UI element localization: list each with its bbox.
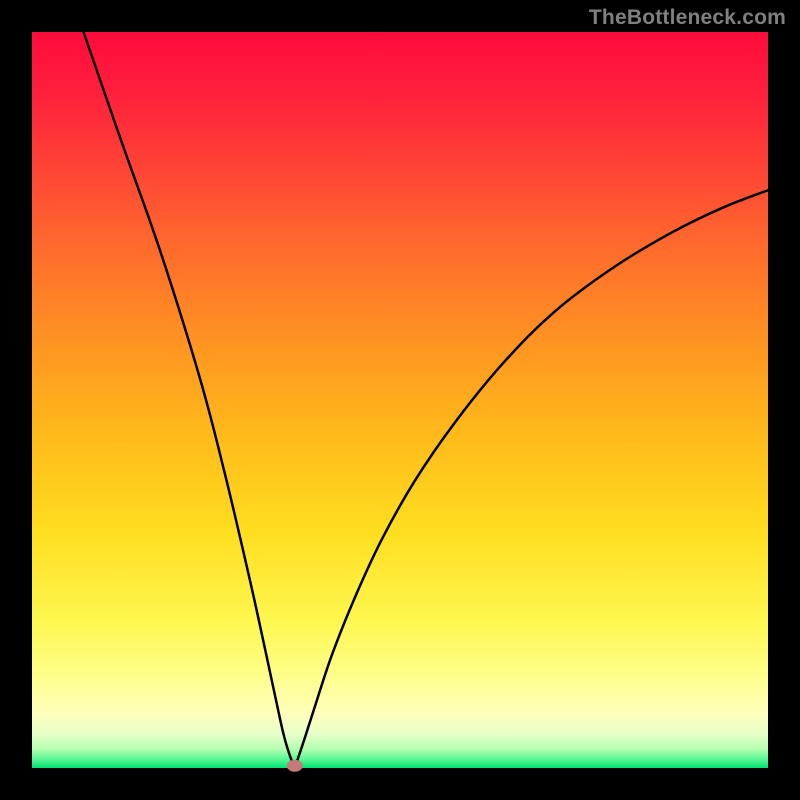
plot-area: [32, 32, 768, 768]
chart-svg: [0, 0, 800, 800]
minimum-marker: [287, 760, 303, 772]
bottleneck-chart: TheBottleneck.com: [0, 0, 800, 800]
